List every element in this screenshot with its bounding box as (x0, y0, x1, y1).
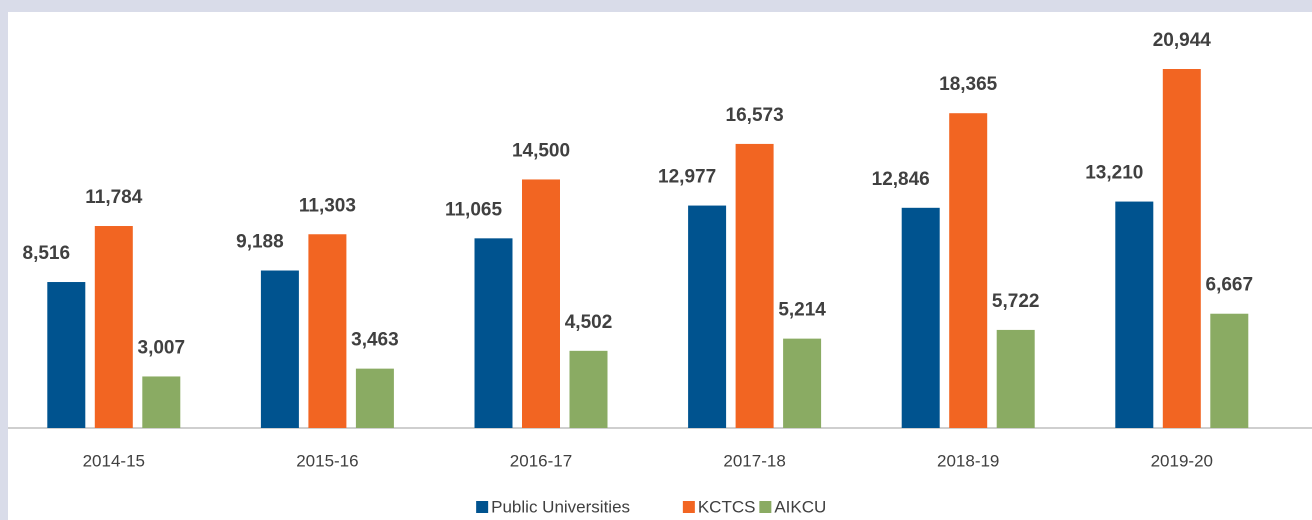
legend-label: AIKCU (774, 497, 826, 516)
bar (308, 234, 347, 428)
legend-swatch (476, 501, 489, 513)
value-label: 5,214 (778, 300, 826, 321)
bar (569, 350, 608, 428)
x-tick-label: 2015-16 (296, 451, 358, 470)
bar (1115, 201, 1154, 428)
bar (47, 282, 86, 428)
bar (949, 113, 988, 428)
value-label: 11,303 (299, 195, 356, 216)
value-label: 11,065 (445, 199, 502, 220)
bar (142, 376, 181, 428)
legend-swatch (759, 501, 772, 513)
bar (355, 368, 394, 428)
value-label: 16,573 (726, 105, 784, 126)
value-label: 13,210 (1085, 163, 1143, 184)
value-label: 18,365 (939, 74, 998, 95)
legend-label: KCTCS (698, 497, 756, 516)
value-label: 4,502 (565, 312, 613, 333)
value-label: 12,977 (658, 167, 716, 188)
value-label: 3,007 (138, 337, 186, 358)
x-tick-label: 2016-17 (510, 451, 572, 470)
value-label: 20,944 (1153, 30, 1212, 51)
value-label: 14,500 (512, 140, 570, 161)
bar (94, 226, 133, 428)
value-label: 12,846 (872, 169, 930, 190)
value-label: 6,667 (1206, 275, 1254, 296)
bar (996, 329, 1035, 428)
x-tick-label: 2019-20 (1151, 451, 1213, 470)
value-label: 9,188 (236, 232, 284, 253)
bar (735, 143, 774, 428)
bar (260, 270, 299, 428)
x-tick-label: 2017-18 (723, 451, 785, 470)
bar (1162, 69, 1201, 428)
bar (901, 207, 940, 428)
legend-swatch (682, 501, 695, 513)
value-label: 8,516 (23, 243, 71, 264)
bar (522, 179, 560, 428)
bar (474, 238, 513, 428)
x-tick-label: 2014-15 (83, 451, 145, 470)
bar (688, 205, 727, 428)
value-label: 11,784 (85, 187, 142, 208)
value-label: 3,463 (351, 330, 399, 351)
value-label: 5,722 (992, 291, 1040, 312)
plot-panel (8, 12, 1312, 520)
bar (783, 338, 822, 428)
x-tick-label: 2018-19 (937, 451, 999, 470)
bar (1210, 313, 1249, 428)
legend-label: Public Universities (491, 497, 630, 516)
